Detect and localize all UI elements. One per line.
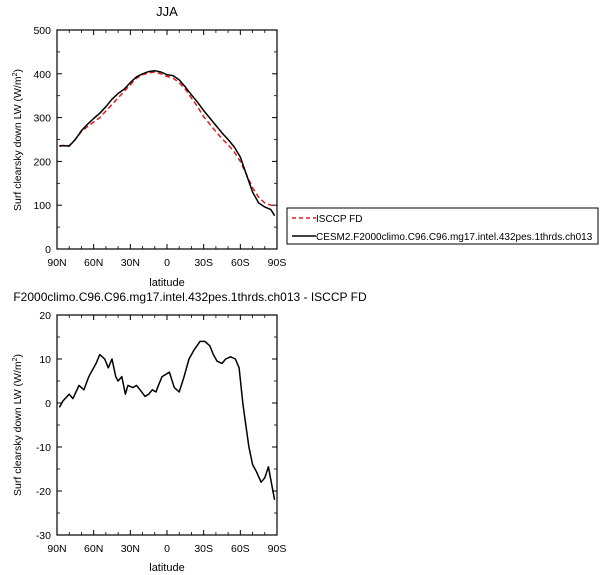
top-series-line-0 bbox=[59, 71, 275, 207]
top-plot-frame bbox=[56, 29, 278, 250]
top-ytick-label: 400 bbox=[33, 69, 51, 81]
bottom-title: F2000climo.C96.C96.mg17.intel.432pes.1th… bbox=[13, 290, 367, 304]
bottom-ylabel: Surf clearsky down LW (W/m2) bbox=[12, 354, 24, 496]
top-ytick-label: 200 bbox=[33, 156, 51, 168]
bottom-panel: F2000climo.C96.C96.mg17.intel.432pes.1th… bbox=[12, 290, 367, 574]
top-ytick-label: 0 bbox=[45, 244, 51, 256]
bottom-xtick-label: 90N bbox=[47, 543, 66, 555]
bottom-xtick-label: 60S bbox=[231, 543, 250, 555]
legend-label-isccp: ISCCP FD bbox=[316, 214, 363, 225]
bottom-ytick-label: -20 bbox=[36, 486, 51, 498]
bottom-ytick-label: -10 bbox=[36, 442, 51, 454]
bottom-xtick-label: 90S bbox=[268, 543, 287, 555]
top-xtick-label: 90S bbox=[268, 257, 287, 269]
top-ytick-label: 300 bbox=[33, 113, 51, 125]
top-title: JJA bbox=[156, 4, 178, 19]
top-xtick-label: 60N bbox=[84, 257, 103, 269]
bottom-ytick-label: 20 bbox=[39, 310, 51, 322]
bottom-xlabel: latitude bbox=[149, 562, 184, 574]
bottom-xtick-label: 60N bbox=[84, 543, 103, 555]
top-xtick-label: 60S bbox=[231, 257, 250, 269]
top-series-line-1 bbox=[59, 69, 276, 217]
bottom-ytick-label: 10 bbox=[39, 354, 51, 366]
top-xlabel: latitude bbox=[149, 277, 184, 289]
bottom-plot-frame bbox=[56, 314, 278, 536]
bottom-ytick-label: 0 bbox=[45, 398, 51, 410]
legend: ISCCP FD CESM2.F2000climo.C96.C96.mg17.i… bbox=[286, 207, 599, 245]
top-panel: JJA 90N 60N 30N 0 30S 60S 90S0100200300400500 … bbox=[12, 4, 286, 289]
bottom-xtick-label: 0 bbox=[164, 543, 170, 555]
top-xtick-label: 30N bbox=[121, 257, 140, 269]
bottom-xtick-label: 30S bbox=[194, 543, 213, 555]
top-ytick-label: 500 bbox=[33, 25, 51, 37]
bottom-series-line-0 bbox=[58, 340, 276, 500]
top-xtick-label: 90N bbox=[47, 257, 66, 269]
top-ylabel: Surf clearsky down LW (W/m2) bbox=[12, 69, 24, 211]
top-xtick-label: 0 bbox=[164, 257, 170, 269]
bottom-xtick-label: 30N bbox=[121, 543, 140, 555]
top-ytick-label: 100 bbox=[33, 200, 51, 212]
legend-box bbox=[286, 207, 599, 245]
legend-label-cesm: CESM2.F2000climo.C96.C96.mg17.intel.432p… bbox=[316, 232, 593, 243]
bottom-ytick-label: -30 bbox=[36, 530, 51, 542]
top-xtick-label: 30S bbox=[194, 257, 213, 269]
